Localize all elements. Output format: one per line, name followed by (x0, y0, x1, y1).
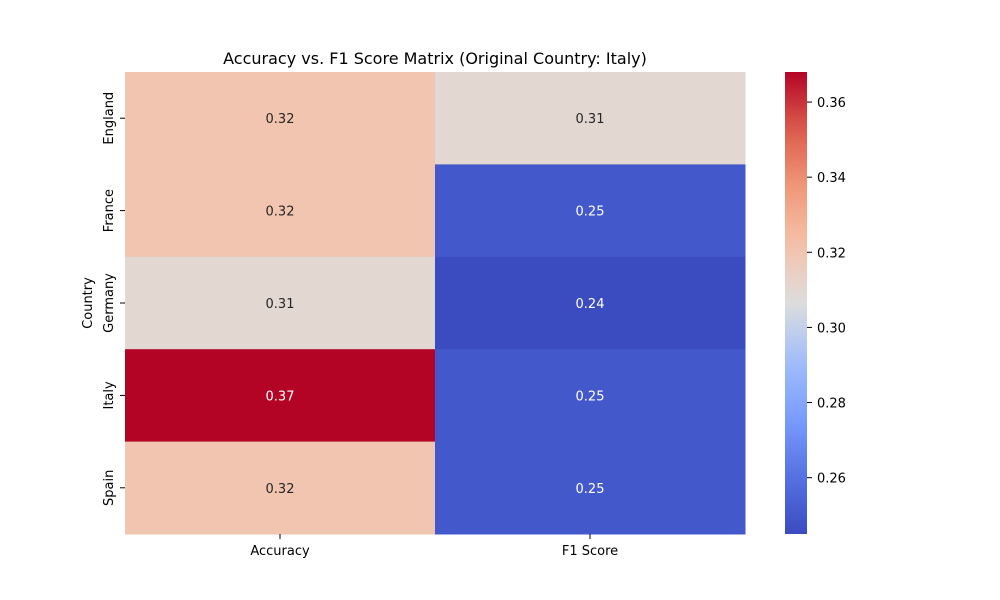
y-axis: England France Germany Italy Spain (102, 92, 125, 506)
cell-annotation: 0.37 (266, 389, 295, 404)
y-tick-label: England (102, 92, 117, 145)
heatmap-cell (125, 349, 436, 443)
heatmap-cells (125, 72, 746, 535)
y-axis-label: Country (81, 277, 96, 329)
x-axis: Accuracy F1 Score (250, 534, 618, 559)
cell-annotation: 0.24 (576, 297, 605, 312)
y-tick-label: Spain (102, 470, 117, 506)
heatmap-cell (125, 441, 436, 535)
heatmap-cell (435, 72, 746, 165)
y-tick-label: France (102, 189, 117, 232)
y-tick-label: Italy (102, 381, 117, 410)
colorbar-tick-label: 0.30 (817, 321, 846, 336)
colorbar-tick-label: 0.28 (817, 397, 846, 412)
cell-annotation: 0.25 (576, 389, 605, 404)
colorbar: 0.26 0.28 0.30 0.32 0.34 0.36 (785, 72, 846, 534)
heatmap-cell (125, 72, 436, 165)
heatmap-cell (435, 441, 746, 535)
cell-annotation: 0.25 (576, 482, 605, 497)
heatmap-cell (435, 349, 746, 443)
cell-annotation: 0.32 (266, 482, 295, 497)
heatmap-cell (435, 164, 746, 258)
heatmap-cell (435, 256, 746, 350)
cell-annotation: 0.25 (576, 205, 605, 220)
x-tick-label: Accuracy (250, 544, 310, 559)
cell-annotation: 0.32 (266, 112, 295, 127)
colorbar-tick-label: 0.36 (817, 96, 846, 111)
x-tick-label: F1 Score (562, 544, 618, 559)
colorbar-tick-label: 0.26 (817, 472, 846, 487)
colorbar-tick-label: 0.32 (817, 246, 846, 261)
cell-annotation: 0.32 (266, 205, 295, 220)
cell-annotation: 0.31 (266, 297, 295, 312)
cell-annotations: 0.32 0.31 0.32 0.25 0.31 0.24 0.37 0.25 0.32 0.25 (266, 112, 605, 497)
heatmap-cell (125, 256, 436, 350)
chart-title: Accuracy vs. F1 Score Matrix (Original C… (223, 49, 647, 68)
colorbar-gradient (785, 72, 807, 534)
cell-annotation: 0.31 (576, 112, 605, 127)
heatmap-cell (125, 164, 436, 258)
y-tick-label: Germany (102, 273, 117, 333)
colorbar-tick-label: 0.34 (817, 171, 846, 186)
